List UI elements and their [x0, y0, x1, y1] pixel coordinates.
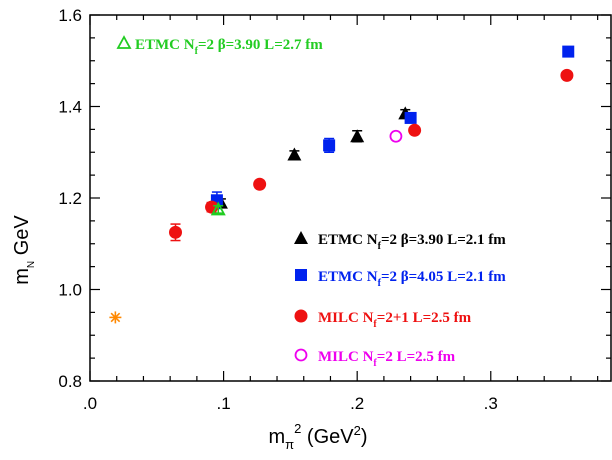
data-point — [562, 45, 575, 58]
x-axis-label-sub: π — [285, 437, 294, 452]
legend-label: MILC Nf=2+1 L=2.5 fm — [318, 310, 472, 330]
x-axis-label-sup: 2 — [294, 421, 301, 436]
legend-label: ETMC Nf=2 β=3.90 L=2.7 fm — [135, 37, 323, 57]
x-tick-label: .2 — [350, 394, 364, 413]
data-point — [210, 201, 226, 216]
y-axis-label: mN GeV — [11, 215, 37, 285]
legend-label-post: =2 β=3.90 L=2.1 fm — [381, 232, 506, 248]
legend-marker — [295, 269, 307, 281]
legend-marker — [116, 35, 132, 49]
x-axis-label-main: m — [268, 426, 285, 448]
data-point — [253, 177, 267, 191]
legend-label-sub: f — [373, 358, 377, 369]
y-tick-label: 0.8 — [58, 372, 82, 391]
data-point — [389, 129, 403, 143]
legend-label-pre: MILC N — [318, 310, 374, 326]
legend-label: ETMC Nf=2 β=3.90 L=2.1 fm — [318, 232, 506, 252]
legend-label-post: =2 β=4.05 L=2.1 fm — [381, 269, 506, 285]
legend-label-sub: f — [378, 241, 382, 252]
y-tick-label: 1.2 — [58, 189, 82, 208]
y-tick-label: 1.0 — [58, 281, 82, 300]
legend-label-pre: ETMC N — [318, 269, 378, 285]
series-5 — [109, 311, 122, 324]
series-2 — [168, 68, 574, 242]
legend-label-post: =2 L=2.5 fm — [377, 349, 456, 365]
legend-label-pre: ETMC N — [318, 232, 378, 248]
y-axis-label-main: m — [11, 268, 33, 285]
series-4 — [210, 201, 226, 216]
axis-ticks: 0.8 1.0 1.2 1.4 1.6 .0 .1 .2 .3 — [58, 6, 611, 413]
legend-marker — [294, 309, 308, 323]
legend-item-2: MILC Nf=2+1 L=2.5 fm — [294, 309, 472, 330]
x-axis-label-unit-sup: 2 — [354, 423, 361, 438]
x-axis-label-unit-pre: (GeV — [307, 426, 354, 448]
y-tick-label: 1.4 — [58, 98, 82, 117]
legend-item-4: ETMC Nf=2 β=3.90 L=2.7 fm — [116, 35, 323, 57]
legend-label: MILC Nf=2 L=2.5 fm — [318, 349, 456, 369]
legend-label-sub: f — [195, 46, 199, 57]
series-1 — [210, 45, 575, 210]
legend-label-pre: MILC N — [318, 349, 374, 365]
legend-marker — [294, 348, 308, 362]
data-point — [404, 111, 417, 124]
legend-item-0: ETMC Nf=2 β=3.90 L=2.1 fm — [294, 231, 506, 252]
legend-label-post: =2 β=3.90 L=2.7 fm — [198, 37, 323, 53]
data-point — [287, 147, 302, 161]
legend-label-sub: f — [378, 278, 382, 289]
data-point — [408, 123, 422, 137]
x-axis-label: mπ2 (GeV2) — [268, 421, 367, 452]
data-point-stroke — [110, 312, 121, 323]
x-tick-label: .0 — [83, 394, 97, 413]
legend-label-pre: ETMC N — [135, 37, 195, 53]
data-point — [350, 129, 365, 143]
legend-label-post: =2+1 L=2.5 fm — [377, 310, 472, 326]
legend-label: ETMC Nf=2 β=4.05 L=2.1 fm — [318, 269, 506, 289]
data-point — [168, 225, 182, 239]
data-point — [323, 139, 336, 152]
x-axis-label-unit-post: ) — [361, 426, 368, 448]
x-tick-label: .1 — [216, 394, 230, 413]
legend-item-1: ETMC Nf=2 β=4.05 L=2.1 fm — [295, 269, 506, 289]
legend-label-sub: f — [373, 319, 377, 330]
plot-frame — [89, 14, 612, 382]
series-3 — [389, 129, 403, 143]
series-0 — [213, 106, 413, 209]
y-tick-label: 1.6 — [58, 6, 82, 25]
y-axis-label-sub: N — [26, 261, 37, 268]
x-tick-label: .3 — [484, 394, 498, 413]
data-marks — [109, 45, 575, 324]
y-axis-label-unit: GeV — [11, 215, 33, 256]
plot-border — [89, 14, 612, 382]
legend-marker — [294, 231, 308, 244]
legend-item-3: MILC Nf=2 L=2.5 fm — [294, 348, 456, 369]
data-point — [560, 68, 574, 82]
